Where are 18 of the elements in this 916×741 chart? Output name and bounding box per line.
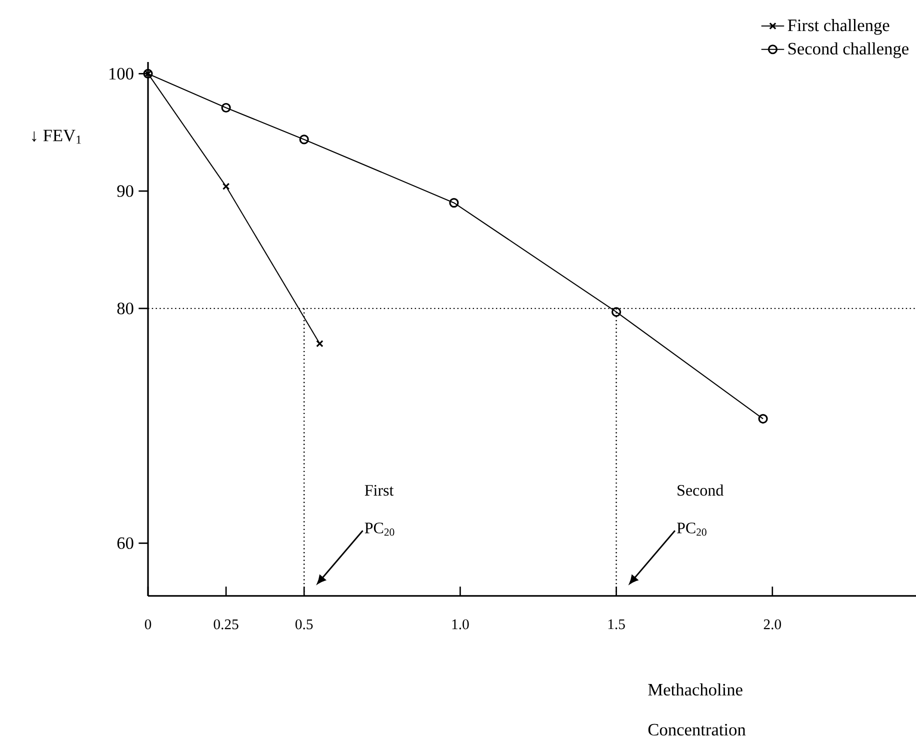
annotation: PC$_{20}$ — [677, 522, 706, 536]
y-tick-label: 100 — [109, 68, 134, 80]
annotation: Second — [678, 484, 724, 496]
legend-label: Second challenge — [788, 42, 908, 58]
y-tick-label: 80 — [117, 302, 134, 314]
y-tick-label: 60 — [117, 537, 134, 550]
x-tick-label: 0 — [144, 619, 152, 630]
y-axis-title: ↓ FEV$_{1}$ — [32, 130, 81, 144]
text: Methacholine Concentration — [648, 683, 746, 736]
x-tick-label: 1.5 — [608, 619, 625, 630]
x-tick-label: 0.5 — [296, 619, 313, 630]
x-tick-label: 1.0 — [452, 619, 469, 630]
annotation: First — [364, 484, 394, 496]
y-tick-label: 90 — [117, 185, 134, 197]
x-tick-label: 2.0 — [764, 619, 782, 630]
annotation: PC$_{20}$ — [364, 522, 394, 536]
x-tick-label: 0.25 — [214, 619, 238, 630]
legend-label: First challenge — [788, 19, 890, 35]
